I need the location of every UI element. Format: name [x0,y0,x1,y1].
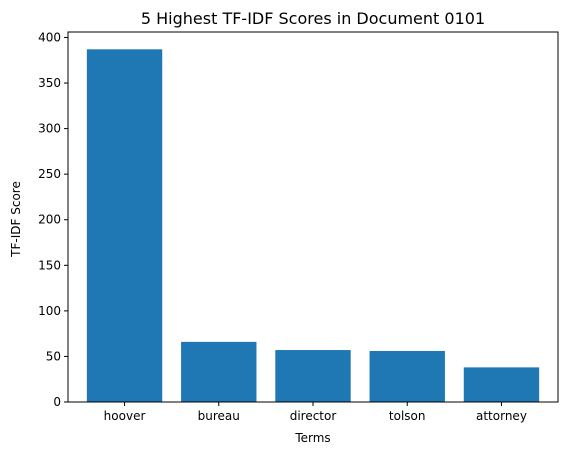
y-axis: 0 50 100 150 200 250 300 350 400 [38,30,68,409]
y-tick-label-350: 350 [38,76,61,90]
x-axis-label: Terms [294,431,330,445]
bar-director [275,350,351,402]
x-tick-label-bureau: bureau [198,409,240,423]
bar-bureau [181,341,257,402]
y-tick-label-0: 0 [53,395,61,409]
bar-tolson [369,350,445,402]
y-tick-label-400: 400 [38,30,61,44]
x-axis: hoover bureau director tolson attorney [104,402,527,423]
y-axis-label: TF-IDF Score [9,181,23,258]
y-tick-label-200: 200 [38,213,61,227]
y-tick-label-300: 300 [38,122,61,136]
bars-group [86,49,540,402]
chart-title: 5 Highest TF-IDF Scores in Document 0101 [141,9,485,28]
y-tick-label-50: 50 [46,349,61,363]
x-tick-label-attorney: attorney [476,409,527,423]
bar-hoover [86,49,163,402]
y-tick-label-250: 250 [38,167,61,181]
y-tick-label-150: 150 [38,258,61,272]
x-tick-label-tolson: tolson [389,409,426,423]
bar-attorney [463,367,540,402]
plot-frame [67,31,559,403]
x-tick-label-hoover: hoover [104,409,146,423]
y-tick-label-100: 100 [38,304,61,318]
x-tick-label-director: director [290,409,337,423]
